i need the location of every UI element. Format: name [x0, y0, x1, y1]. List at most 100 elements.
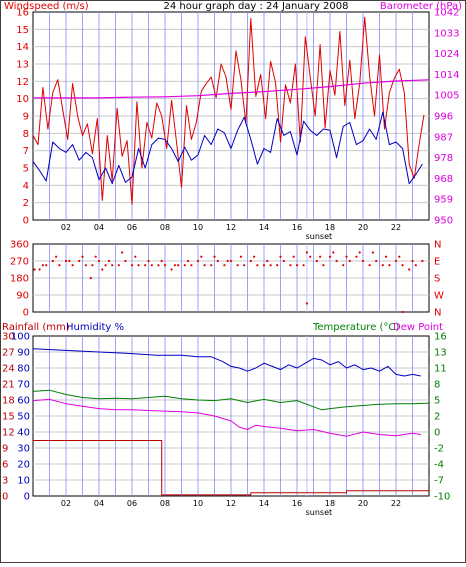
direction-point — [371, 251, 374, 254]
direction-point — [107, 259, 110, 263]
chart-title: 24 hour graph day : 24 January 2008 — [164, 1, 349, 12]
humidity-axis-title: Humidity % — [66, 322, 124, 333]
direction-point — [292, 255, 295, 258]
humidity-tick-label: 60 — [17, 396, 30, 407]
hour-tick-label: 14 — [259, 223, 269, 232]
direction-point — [401, 310, 404, 314]
rainfall-axis-title: Rainfall (mm) — [2, 322, 70, 333]
direction-point — [200, 255, 203, 258]
direction-point — [104, 264, 107, 267]
humidity-tick-label: 10 — [17, 476, 30, 487]
direction-point — [203, 264, 206, 267]
windspeed-tick-label: 15 — [16, 25, 29, 36]
direction-point — [68, 259, 71, 263]
hour-tick-label: 18 — [325, 223, 335, 232]
hour-tick-label: 08 — [160, 223, 170, 232]
direction-tick-label: 180 — [10, 274, 29, 285]
barometer-tick-label: 978 — [434, 153, 453, 164]
direction-point — [411, 259, 414, 263]
humidity-tick-label: 0 — [24, 492, 30, 503]
hour-tick-label: 02 — [61, 223, 71, 232]
temperature-tick-label: -4 — [434, 460, 444, 471]
barometer-tick-label: 950 — [434, 216, 453, 227]
direction-point — [216, 259, 219, 263]
direction-point — [269, 264, 272, 267]
temperature-tick-label: 8 — [434, 380, 440, 391]
rainfall-tick-label: 27 — [2, 348, 15, 359]
hour-tick-label: 08 — [160, 499, 170, 508]
barometer-tick-label: 1024 — [434, 49, 459, 60]
windspeed-tick-label: 16 — [16, 8, 29, 19]
barometer-tick-label: 968 — [434, 174, 453, 185]
direction-point — [121, 251, 124, 254]
direction-point — [58, 264, 61, 267]
hour-tick-label: 16 — [292, 499, 302, 508]
humidity-tick-label: 70 — [17, 380, 30, 391]
direction-point — [414, 264, 417, 267]
direction-point — [78, 259, 81, 263]
direction-point — [401, 264, 404, 267]
direction-point — [101, 268, 104, 271]
hour-tick-label: 16 — [292, 223, 302, 232]
direction-point — [97, 259, 101, 263]
direction-point — [170, 268, 173, 271]
rainfall-tick-label: 12 — [2, 428, 15, 439]
direction-point — [305, 251, 308, 254]
humidity-tick-label: 20 — [17, 460, 30, 471]
direction-point — [147, 259, 150, 263]
direction-point — [368, 264, 371, 267]
hour-tick-label: 20 — [358, 223, 368, 232]
hour-tick-label: 06 — [127, 223, 137, 232]
windspeed-tick-label: 9 — [23, 112, 29, 123]
direction-point — [213, 255, 216, 258]
hour-tick-label: 02 — [61, 499, 71, 508]
compass-tick-label: N — [434, 240, 441, 251]
direction-point — [295, 264, 299, 267]
direction-point — [111, 264, 114, 267]
temperature-tick-label: -7 — [434, 476, 444, 487]
rainfall-tick-label: 3 — [2, 476, 8, 487]
humidity-tick-label: 100 — [11, 332, 30, 343]
barometer-tick-label: 1014 — [434, 70, 459, 81]
compass-tick-label: S — [434, 274, 440, 285]
barometer-tick-label: 987 — [434, 132, 453, 143]
humidity-line — [32, 348, 421, 377]
windspeed-tick-label: 4 — [23, 181, 29, 192]
hour-tick-label: 06 — [127, 499, 137, 508]
hour-tick-label: 04 — [94, 223, 104, 232]
direction-point — [361, 259, 365, 263]
compass-tick-label: E — [434, 257, 440, 268]
humidity-tick-label: 40 — [17, 428, 30, 439]
direction-point — [124, 259, 127, 263]
hour-tick-label: 10 — [193, 223, 203, 232]
humidity-tick-label: 80 — [17, 364, 30, 375]
temperature-tick-label: 11 — [434, 364, 447, 375]
direction-tick-label: 270 — [10, 257, 29, 268]
direction-point — [130, 264, 134, 267]
direction-point — [38, 268, 41, 271]
compass-tick-label: W — [434, 291, 444, 302]
hour-tick-label: 10 — [193, 499, 203, 508]
barometer-tick-label: 959 — [434, 195, 453, 206]
direction-point — [150, 264, 153, 267]
direction-point — [385, 255, 388, 258]
rainfall-tick-label: 0 — [2, 492, 8, 503]
dewpoint-axis-title: Dew Point — [393, 322, 443, 333]
barometer-line — [33, 79, 430, 99]
direction-point — [236, 264, 239, 267]
direction-point — [348, 259, 351, 263]
windspeed-tick-label: 13 — [16, 60, 29, 71]
hour-tick-label: 12 — [226, 223, 236, 232]
direction-point — [319, 255, 322, 258]
direction-point — [332, 251, 335, 254]
temperature-tick-label: 16 — [434, 332, 447, 343]
direction-point — [163, 264, 167, 267]
direction-point — [41, 264, 45, 267]
windspeed-tick-label: 0 — [23, 216, 29, 227]
rainfall-line — [33, 440, 429, 496]
windspeed-tick-label: 2 — [23, 198, 29, 209]
direction-point — [64, 259, 68, 263]
direction-point — [160, 259, 163, 263]
barometer-tick-label: 1042 — [434, 8, 459, 19]
